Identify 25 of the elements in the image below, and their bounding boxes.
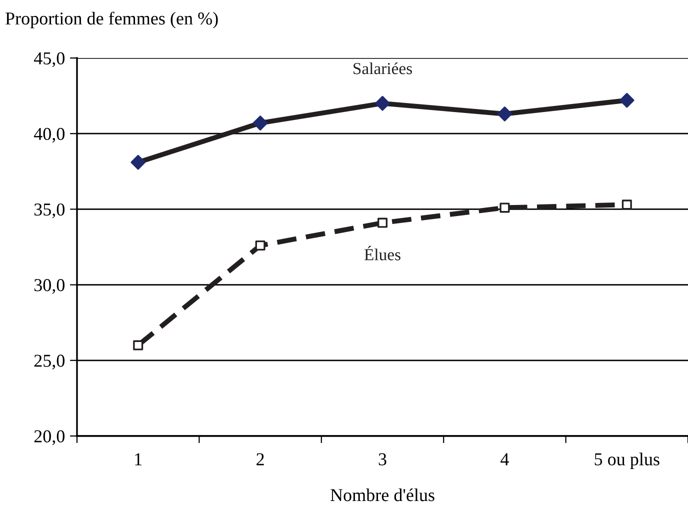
y-tick-label: 20,0 bbox=[34, 430, 65, 446]
point bbox=[619, 92, 634, 108]
series-label: Élues bbox=[364, 246, 400, 260]
point bbox=[133, 340, 144, 350]
x-tick-label: 3 bbox=[378, 453, 386, 466]
series-label: Salariées bbox=[354, 62, 412, 74]
point bbox=[375, 96, 390, 111]
y-tick-label: 30,0 bbox=[34, 279, 65, 294]
point bbox=[252, 116, 268, 130]
y-tick-label: 45,0 bbox=[34, 52, 65, 68]
x-axis-title: Nombre d'élus bbox=[330, 488, 434, 502]
x-tick-label: 5 ou plus bbox=[594, 452, 660, 470]
point bbox=[622, 200, 632, 210]
y-tick-label: 35,0 bbox=[34, 203, 65, 218]
point bbox=[497, 106, 512, 122]
y-tick-label: 25,0 bbox=[34, 354, 65, 370]
point bbox=[130, 154, 146, 170]
x-tick-label: 4 bbox=[500, 453, 509, 466]
point bbox=[378, 218, 388, 228]
point bbox=[500, 202, 510, 213]
x-tick-label: 2 bbox=[256, 453, 264, 466]
x-tick-label: 1 bbox=[135, 453, 142, 466]
y-tick-label: 40,0 bbox=[34, 128, 65, 143]
y-axis-title: Proportion de femmes (en %) bbox=[6, 12, 218, 28]
point bbox=[255, 240, 266, 250]
